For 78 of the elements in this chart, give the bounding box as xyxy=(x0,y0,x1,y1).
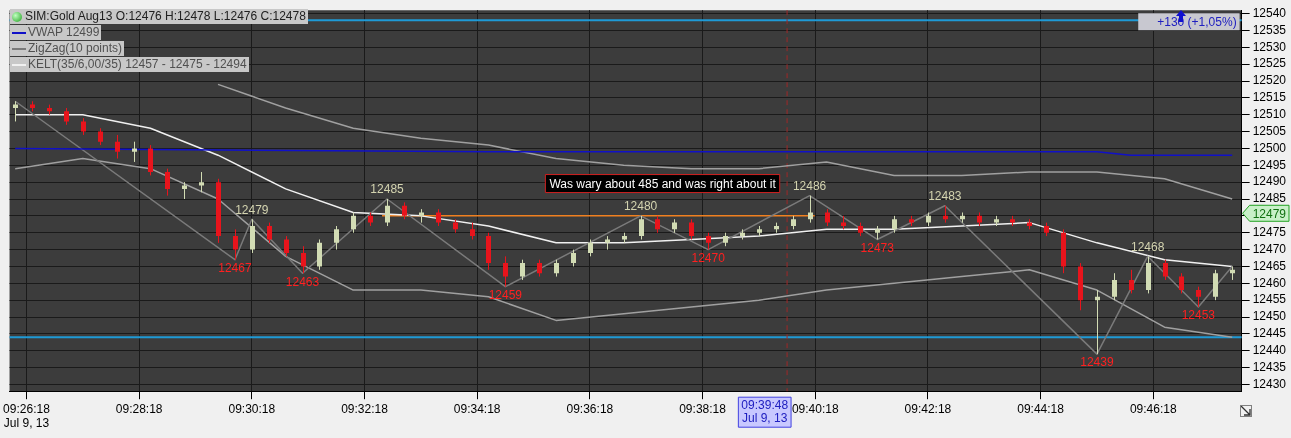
data-label: 12480 xyxy=(623,199,658,214)
data-label: 12459 xyxy=(488,287,523,302)
y-tick-label: 12510 xyxy=(1252,107,1287,122)
text: 12479 xyxy=(1252,206,1287,221)
y-tick-label: 12525 xyxy=(1252,56,1287,71)
x-tick-label: 09:32:18 xyxy=(341,401,389,416)
candlestick xyxy=(1112,272,1117,301)
x-tick-label: 09:40:18 xyxy=(791,401,839,416)
data-label: 12439 xyxy=(1080,355,1114,370)
candlestick xyxy=(1196,286,1201,308)
data-label: 12483 xyxy=(928,189,962,204)
text: 09:39:48 xyxy=(741,397,789,412)
legend-label: ZigZag(10 points) xyxy=(10,41,125,56)
y-tick-label: 12440 xyxy=(1252,343,1287,358)
y-tick-label: 12470 xyxy=(1252,241,1287,256)
data-label: 12486 xyxy=(792,178,827,193)
y-tick-label: 12460 xyxy=(1252,275,1287,290)
y-tick-label: 12475 xyxy=(1252,225,1287,240)
candlestick xyxy=(520,259,525,281)
legend-label: VWAP 12499 xyxy=(10,25,102,40)
annotation: Was wary about 485 and was right about it xyxy=(549,176,777,191)
y-tick-label: 12515 xyxy=(1252,90,1287,105)
y-tick-label: 12535 xyxy=(1252,22,1287,37)
candlestick xyxy=(233,228,238,261)
candlestick xyxy=(148,144,153,176)
candlestick xyxy=(1179,272,1184,294)
y-tick-label: 12490 xyxy=(1252,174,1287,189)
y-tick-label: 12455 xyxy=(1252,292,1287,307)
data-label: 12485 xyxy=(370,182,405,197)
y-tick-label: 12430 xyxy=(1252,376,1287,391)
x-tick-label: 09:26:18 Jul 9, 13 xyxy=(3,401,51,431)
y-tick-label: 12435 xyxy=(1252,359,1287,374)
candlestick xyxy=(317,238,322,271)
y-tick-label: 12485 xyxy=(1252,191,1287,206)
candlestick xyxy=(1129,269,1134,294)
candlestick xyxy=(132,141,137,163)
x-tick-label: 09:34:18 xyxy=(453,401,501,416)
x-tick-label: 09:46:18 xyxy=(1129,401,1177,416)
y-tick-label: 12505 xyxy=(1252,123,1287,138)
candlestick xyxy=(1213,269,1218,301)
candlestick xyxy=(1163,259,1168,281)
candlestick xyxy=(385,198,390,227)
x-tick-label: 09:42:18 xyxy=(904,401,952,416)
y-tick-label: 12540 xyxy=(1252,5,1287,20)
y-tick-label: 12445 xyxy=(1252,326,1287,341)
candlestick xyxy=(351,212,356,234)
candlestick xyxy=(301,245,306,274)
data-label: 12453 xyxy=(1181,308,1216,323)
candlestick xyxy=(284,235,289,257)
y-tick-label: 12520 xyxy=(1252,73,1287,88)
data-label: 12470 xyxy=(691,250,726,265)
x-tick-label: 09:38:18 xyxy=(679,401,727,416)
y-tick-label: 12495 xyxy=(1252,157,1287,172)
data-label: 12468 xyxy=(1130,239,1165,254)
candlestick xyxy=(503,255,508,288)
data-label: 12467 xyxy=(218,261,252,276)
data-label: 12463 xyxy=(285,274,320,289)
candlestick xyxy=(250,218,255,254)
x-tick-label: 09:30:18 xyxy=(228,401,276,416)
legend-label: SIM:Gold Aug13 O:12476 H:12478 L:12476 C:12478 xyxy=(10,9,308,24)
y-tick-label: 12500 xyxy=(1252,140,1287,155)
x-tick-label: 09:28:18 xyxy=(115,401,163,416)
x-tick-label: 09:36:18 xyxy=(566,401,614,416)
candlestick xyxy=(199,171,204,193)
candlestick xyxy=(267,222,272,244)
candlestick xyxy=(639,215,644,240)
candlestick xyxy=(115,134,120,160)
y-tick-label: 12530 xyxy=(1252,39,1287,54)
y-tick-label: 12465 xyxy=(1252,258,1287,273)
data-label: 12473 xyxy=(860,240,895,255)
y-tick-label: 12450 xyxy=(1252,309,1287,324)
candlestick xyxy=(334,225,339,251)
text: Jul 9, 13 xyxy=(742,410,788,425)
data-label: 12479 xyxy=(235,202,269,217)
candlestick xyxy=(165,168,170,197)
candlestick xyxy=(689,218,694,240)
x-tick-label: 09:44:18 xyxy=(1017,401,1065,416)
legend-label: KELT(35/6,00/35) 12457 - 12475 - 12494 xyxy=(10,57,249,72)
